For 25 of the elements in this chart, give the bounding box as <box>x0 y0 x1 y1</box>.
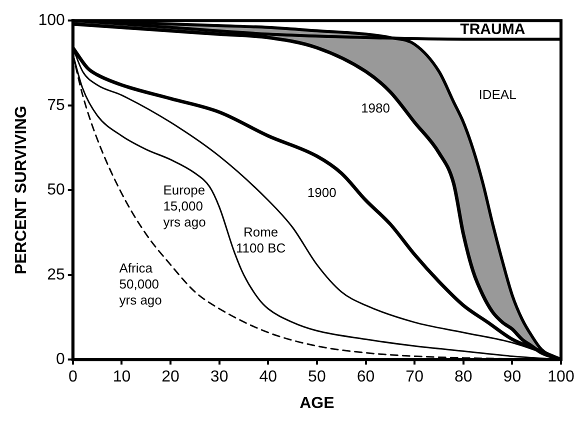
y-tick-label: 75 <box>47 96 65 114</box>
x-tick-label: 50 <box>308 368 326 386</box>
x-tick-label: 60 <box>356 368 375 386</box>
x-tick-label: 70 <box>406 368 424 386</box>
y-tick-label: 25 <box>47 266 65 284</box>
x-axis-title: AGE <box>300 394 335 412</box>
series-label: TRAUMA <box>460 21 526 38</box>
y-tick-label: 0 <box>56 351 65 368</box>
y-tick-label: 100 <box>38 12 65 30</box>
x-tick-label: 0 <box>68 368 78 386</box>
x-tick-label: 90 <box>503 368 522 386</box>
series-label: Europe 15,000 yrs ago <box>163 182 206 230</box>
series-label: Rome 1100 BC <box>236 224 286 256</box>
series-label: IDEAL <box>478 86 516 102</box>
x-tick-label: 100 <box>548 368 574 386</box>
x-tick-label: 10 <box>112 368 131 386</box>
x-tick-label: 80 <box>454 368 472 386</box>
x-tick-label: 40 <box>259 368 278 386</box>
x-tick-label: 30 <box>210 368 228 386</box>
series-label: Africa 50,000 yrs ago <box>119 260 162 308</box>
series-label: 1900 <box>307 185 336 200</box>
y-axis-title: PERCENT SURVIVING <box>13 106 30 274</box>
y-tick-label: 50 <box>47 182 65 199</box>
x-tick-label: 20 <box>162 368 180 386</box>
series-label: 1980 <box>361 100 390 116</box>
